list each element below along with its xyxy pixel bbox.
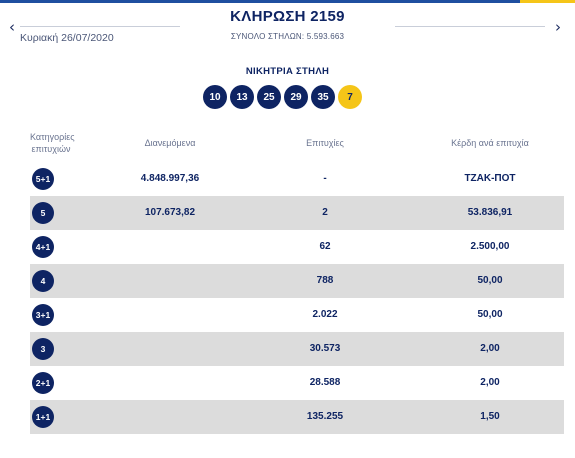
winners-value: 2.022 bbox=[312, 309, 338, 320]
category-badge: 4 bbox=[32, 270, 54, 292]
distributed-value bbox=[125, 366, 215, 400]
distributed-value bbox=[125, 400, 215, 434]
prize-table: Κατηγορίες επιτυχιών Διανεμόμενα Επιτυχί… bbox=[30, 126, 564, 434]
winners-value: 28.588 bbox=[309, 377, 341, 388]
winning-ball: 13 bbox=[230, 85, 254, 109]
prize-value: 50,00 bbox=[477, 275, 503, 286]
winning-numbers: 10 13 25 29 35 7 bbox=[203, 85, 362, 109]
header-divider-right bbox=[395, 26, 545, 27]
table-row: 3+1 2.022 50,00 bbox=[30, 298, 564, 332]
table-row: 2+1 28.588 2,00 bbox=[30, 366, 564, 400]
top-accent-yellow bbox=[520, 0, 575, 3]
category-badge: 2+1 bbox=[32, 372, 54, 394]
winners-value: 788 bbox=[316, 275, 334, 286]
top-accent-blue bbox=[0, 0, 520, 3]
header-divider-left bbox=[20, 26, 180, 27]
winners-value: - bbox=[323, 173, 327, 184]
draw-date: Κυριακή 26/07/2020 bbox=[20, 32, 114, 44]
header-category: Κατηγορίες επιτυχιών bbox=[30, 132, 75, 154]
prize-value: 2,00 bbox=[480, 377, 500, 388]
header-distributed: Διανεμόμενα bbox=[144, 138, 196, 148]
header-prize: Κέρδη ανά επιτυχία bbox=[451, 138, 529, 148]
winning-ball: 29 bbox=[284, 85, 308, 109]
winners-value: 135.255 bbox=[306, 411, 344, 422]
chevron-right-icon[interactable]: › bbox=[555, 18, 561, 36]
winning-ball: 35 bbox=[311, 85, 335, 109]
prize-value: 50,00 bbox=[477, 309, 503, 320]
prize-value: 2.500,00 bbox=[470, 241, 510, 252]
winners-value: 62 bbox=[319, 241, 331, 252]
distributed-value bbox=[125, 298, 215, 332]
table-row: 3 30.573 2,00 bbox=[30, 332, 564, 366]
prize-value: 1,50 bbox=[480, 411, 500, 422]
top-accent-bar bbox=[0, 0, 575, 3]
prize-value: 53.836,91 bbox=[467, 207, 513, 218]
chevron-left-icon[interactable]: ‹ bbox=[9, 18, 15, 36]
prize-value: 2,00 bbox=[480, 343, 500, 354]
table-row: 1+1 135.255 1,50 bbox=[30, 400, 564, 434]
joker-ball: 7 bbox=[338, 85, 362, 109]
draw-title: ΚΛΗΡΩΣΗ 2159 bbox=[230, 8, 345, 25]
table-row: 4 788 50,00 bbox=[30, 264, 564, 298]
table-header: Κατηγορίες επιτυχιών Διανεμόμενα Επιτυχί… bbox=[30, 126, 564, 162]
winning-ball: 25 bbox=[257, 85, 281, 109]
total-columns: ΣΥΝΟΛΟ ΣΤΗΛΩΝ: 5.593.663 bbox=[230, 32, 345, 41]
winning-ball: 10 bbox=[203, 85, 227, 109]
distributed-value bbox=[125, 230, 215, 264]
category-badge: 5+1 bbox=[32, 168, 54, 190]
category-badge: 5 bbox=[32, 202, 54, 224]
distributed-value: 107.673,82 bbox=[144, 207, 196, 218]
category-badge: 3+1 bbox=[32, 304, 54, 326]
table-row: 5 107.673,82 2 53.836,91 bbox=[30, 196, 564, 230]
winning-column-label: ΝΙΚΗΤΡΙΑ ΣΤΗΛΗ bbox=[245, 66, 330, 77]
table-row: 4+1 62 2.500,00 bbox=[30, 230, 564, 264]
winners-value: 30.573 bbox=[309, 343, 341, 354]
distributed-value bbox=[125, 264, 215, 298]
winners-value: 2 bbox=[322, 207, 328, 218]
category-badge: 1+1 bbox=[32, 406, 54, 428]
category-badge: 4+1 bbox=[32, 236, 54, 258]
header-winners: Επιτυχίες bbox=[306, 138, 344, 148]
table-row: 5+1 4.848.997,36 - ΤΖΑΚ-ΠΟΤ bbox=[30, 162, 564, 196]
distributed-value: 4.848.997,36 bbox=[140, 173, 200, 184]
category-badge: 3 bbox=[32, 338, 54, 360]
distributed-value bbox=[125, 332, 215, 366]
prize-value: ΤΖΑΚ-ΠΟΤ bbox=[464, 173, 516, 184]
